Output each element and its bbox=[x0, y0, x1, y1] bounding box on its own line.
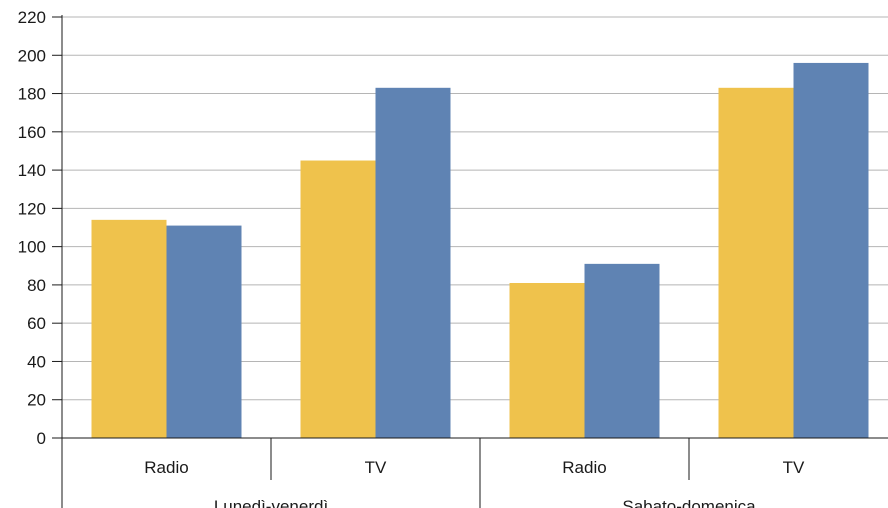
bar bbox=[793, 62, 869, 438]
y-tick-label: 140 bbox=[18, 161, 46, 180]
x-category-label: TV bbox=[365, 458, 387, 477]
bar bbox=[718, 87, 794, 439]
x-category-label: TV bbox=[783, 458, 805, 477]
y-tick-label: 60 bbox=[27, 314, 46, 333]
bar bbox=[584, 263, 660, 438]
y-tick-label: 80 bbox=[27, 276, 46, 295]
y-tick-label: 20 bbox=[27, 391, 46, 410]
bar bbox=[375, 87, 451, 439]
y-axis-ticks: 0 20 40 60 80 100 120 140 160 180 200 220 bbox=[18, 8, 62, 448]
y-tick-label: 0 bbox=[37, 429, 46, 448]
x-group-label: Lunedì-venerdì bbox=[214, 497, 328, 508]
y-tick-label: 220 bbox=[18, 8, 46, 27]
y-tick-label: 180 bbox=[18, 85, 46, 104]
bar bbox=[91, 219, 167, 438]
y-tick-label: 200 bbox=[18, 46, 46, 65]
x-category-label: Radio bbox=[562, 458, 606, 477]
bar bbox=[166, 225, 242, 438]
y-tick-label: 40 bbox=[27, 352, 46, 371]
x-axis-labels: Radio TV Radio TV Lunedì-venerdì Sabato-domen… bbox=[144, 458, 805, 508]
y-tick-label: 160 bbox=[18, 123, 46, 142]
y-tick-label: 120 bbox=[18, 199, 46, 218]
bars bbox=[91, 62, 869, 439]
y-tick-label: 100 bbox=[18, 238, 46, 257]
bar bbox=[300, 160, 376, 439]
axes bbox=[61, 15, 888, 508]
x-group-label: Sabato-domenica bbox=[622, 497, 756, 508]
bar bbox=[509, 282, 585, 438]
x-category-label: Radio bbox=[144, 458, 188, 477]
